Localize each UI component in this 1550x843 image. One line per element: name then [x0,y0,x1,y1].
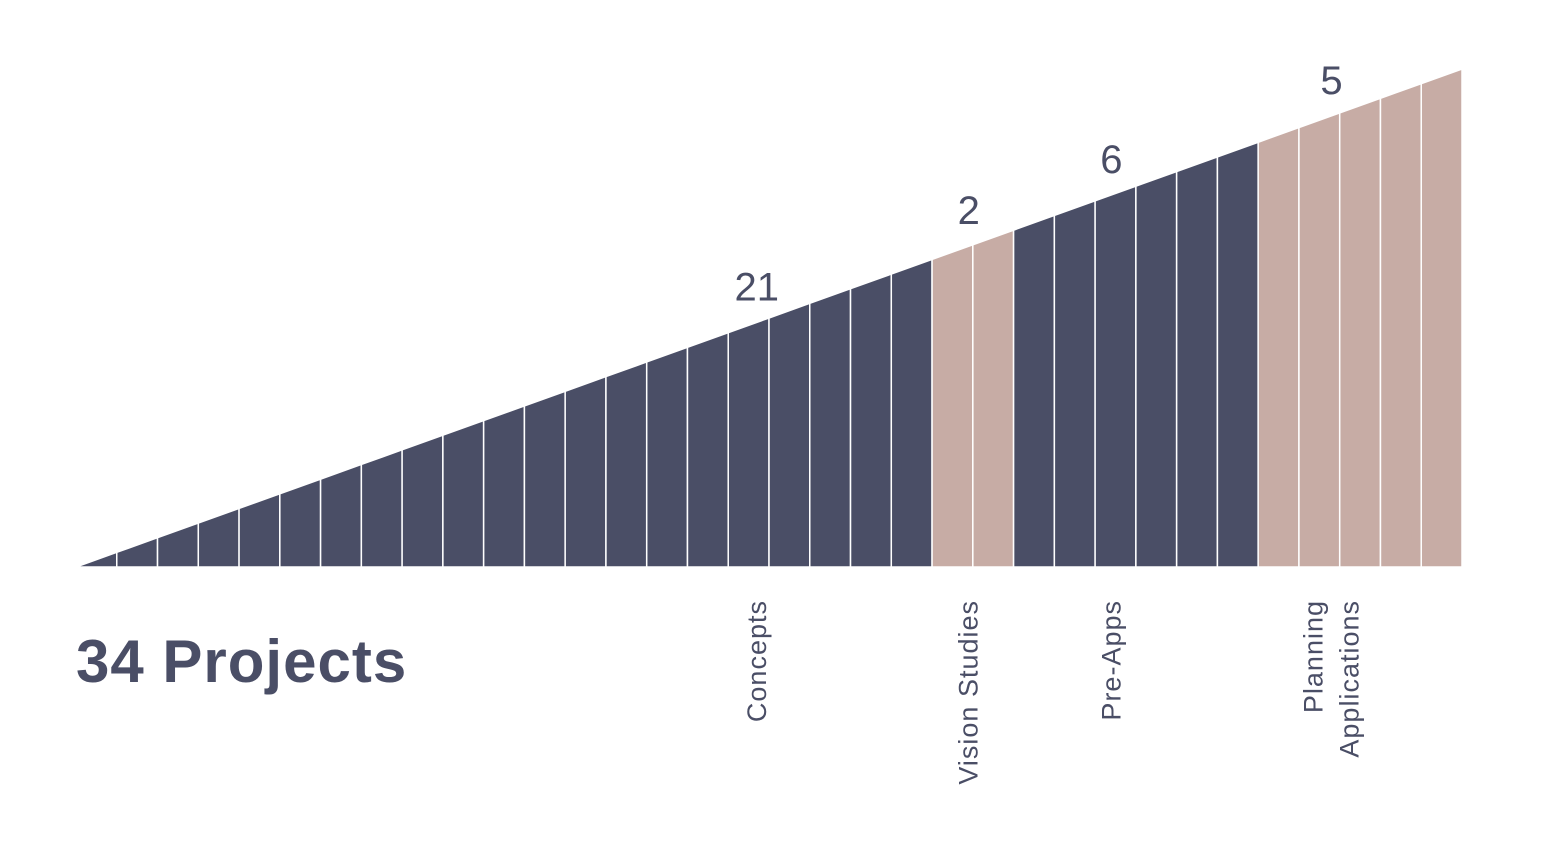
project-slice [401,434,444,568]
project-slice [727,316,770,568]
total-projects-label: 34 Projects [76,628,408,695]
project-slice [1298,111,1341,568]
project-slice [564,375,607,568]
project-slice [605,360,648,568]
project-slice [809,287,852,568]
project-slice [645,346,689,568]
segment-category-label-line: Concepts [742,600,772,722]
project-slice [197,507,240,568]
segment-category-label-line: Applications [1335,600,1365,758]
segment-count-label: 5 [1320,59,1342,103]
project-slice [1094,185,1137,568]
segment-category-label: Vision Studies [954,600,984,785]
project-slice [442,419,485,568]
project-slice [279,478,322,568]
project-slice [972,229,1015,568]
project-slice [1257,126,1300,568]
project-slice [1135,170,1178,568]
project-slice [360,448,403,568]
segment-category-label-line: Vision Studies [954,600,984,785]
project-slice [1012,214,1056,568]
project-slice [1053,199,1096,568]
project-slice [686,331,729,568]
segment-category-label: Concepts [742,600,772,722]
project-slice [931,243,974,568]
project-slice [1338,97,1382,568]
segment-count-label: 6 [1100,138,1122,182]
project-slices [75,67,1463,568]
project-slice [1175,155,1219,568]
project-slice [116,536,159,568]
segment-category-label: Planning Applications [1299,600,1365,758]
segment-category-labels: Concepts Vision Studies Pre-Apps Planning Ap… [742,600,1365,785]
project-slice [1216,141,1259,568]
segment-category-label: Pre-Apps [1096,600,1126,721]
project-slice [238,492,281,568]
project-slice [75,551,118,568]
project-slice [1420,67,1463,568]
segment-category-label-line: Pre-Apps [1096,600,1126,721]
project-slice [523,390,566,568]
project-slice [482,404,526,568]
project-slice [156,521,200,568]
segment-category-label-line: Planning [1299,600,1329,713]
segment-count-label: 2 [958,189,980,233]
project-slice [890,258,933,568]
project-slice [849,272,893,568]
segment-count-label: 21 [735,265,780,309]
project-slice [1379,82,1422,568]
project-slice [319,463,363,568]
segment-count-labels: 21 2 6 5 [735,59,1343,310]
project-slice [768,302,811,568]
